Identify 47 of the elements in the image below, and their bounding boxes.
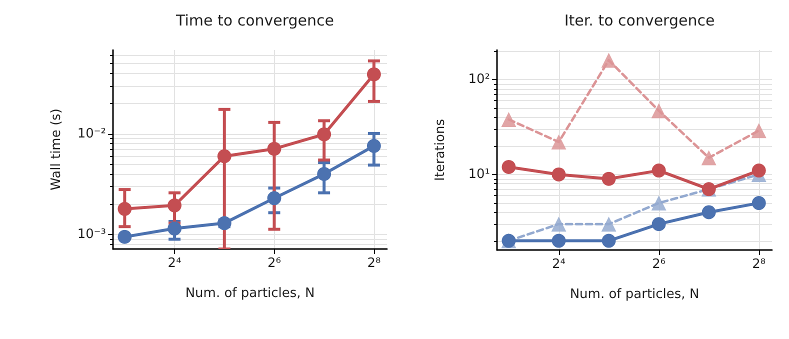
point [366, 67, 381, 82]
x-tick-label: 2⁶ [652, 257, 666, 272]
x-tick-label: 2⁸ [367, 256, 381, 271]
point [602, 234, 616, 248]
point [601, 52, 616, 68]
point [652, 164, 666, 178]
y-axis-title: Wall time (s) [49, 108, 64, 190]
point [267, 142, 282, 156]
point [501, 112, 516, 127]
point [552, 167, 566, 182]
point [502, 160, 516, 174]
point [651, 103, 666, 118]
y-tick-label: 10² [468, 72, 490, 88]
x-tick-label: 2⁴ [168, 256, 182, 271]
point [602, 172, 616, 186]
point [752, 196, 766, 210]
point [366, 138, 381, 153]
point [751, 123, 766, 138]
point [651, 196, 666, 211]
chart-title: Iter. to convergence [564, 12, 715, 30]
point [118, 202, 132, 216]
y-tick-label: 10⁻³ [77, 227, 106, 242]
x-tick-label: 2⁶ [267, 256, 281, 271]
x-axis-title: Num. of particles, N [570, 287, 700, 302]
x-tick-label: 2⁸ [752, 257, 766, 272]
y-tick-label: 10¹ [468, 166, 490, 182]
point [702, 205, 716, 220]
y-tick-label: 10⁻² [77, 126, 106, 142]
point [118, 230, 132, 244]
point [267, 191, 282, 206]
x-axis-title: Num. of particles, N [185, 286, 315, 301]
point [701, 150, 716, 166]
x-tick-label: 2⁴ [552, 257, 566, 272]
point [551, 216, 566, 232]
point [551, 134, 566, 150]
point [317, 166, 332, 181]
point [168, 222, 182, 236]
point [317, 127, 332, 142]
point [168, 198, 182, 212]
point [217, 216, 232, 230]
chart-title: Time to convergence [175, 12, 334, 30]
point [601, 216, 616, 232]
point [652, 217, 666, 232]
point [552, 234, 566, 248]
y-axis-title: Iterations [433, 118, 448, 181]
point [217, 149, 232, 164]
point [752, 164, 766, 178]
